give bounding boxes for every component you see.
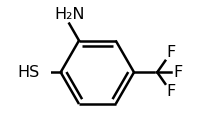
Text: HS: HS [18, 65, 40, 80]
Text: F: F [167, 45, 176, 60]
Text: F: F [167, 84, 176, 99]
Text: H₂N: H₂N [54, 7, 84, 22]
Text: F: F [173, 65, 182, 80]
